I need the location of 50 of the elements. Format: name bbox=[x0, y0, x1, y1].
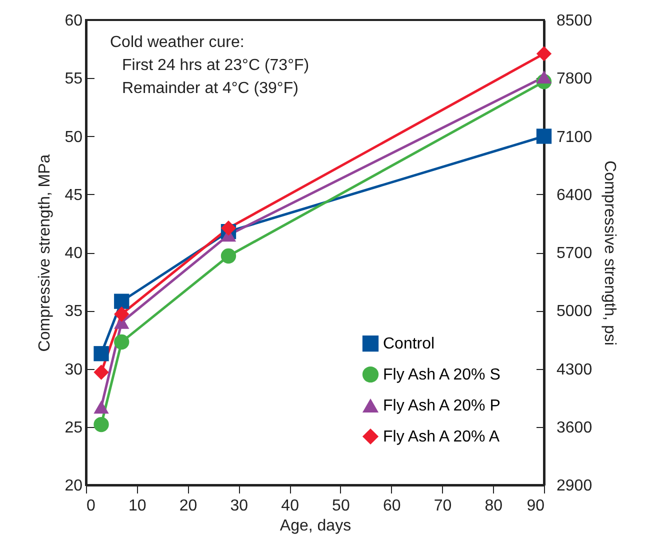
y2-tick-label: 5000 bbox=[556, 303, 592, 320]
legend-label: Fly Ash A 20% S bbox=[383, 366, 500, 384]
y2-tick-label: 3600 bbox=[556, 419, 592, 436]
point bbox=[114, 306, 130, 322]
x-tick-label: 70 bbox=[434, 498, 452, 514]
point bbox=[536, 46, 552, 62]
point bbox=[114, 294, 130, 309]
x-tick-label: 20 bbox=[179, 498, 198, 514]
y-tick-label: 25 bbox=[64, 419, 83, 436]
annotation: Cold weather cure: bbox=[110, 34, 244, 51]
y2-tick-label: 6400 bbox=[556, 186, 592, 204]
x-tick-label: 60 bbox=[382, 498, 401, 514]
point bbox=[94, 346, 109, 362]
legend-label: Fly Ash A 20% P bbox=[383, 398, 500, 414]
y2-tick-label: 5700 bbox=[556, 245, 592, 262]
point bbox=[220, 248, 236, 264]
y-tick-label: 35 bbox=[64, 303, 83, 320]
x-axis-title: Age, days bbox=[280, 518, 352, 534]
legend-label: Fly Ash A 20% A bbox=[383, 428, 500, 446]
x-tick-label: 0 bbox=[86, 498, 96, 514]
annotation: First 24 hrs at 23°C (73°F) bbox=[122, 57, 310, 74]
y2-axis-title: Compressive strength, psi bbox=[601, 160, 618, 346]
y2-tick-label: 7100 bbox=[556, 128, 592, 146]
legend-label: Control bbox=[383, 336, 435, 352]
x-tick-label: 30 bbox=[230, 498, 248, 514]
y-tick-label: 20 bbox=[64, 478, 83, 494]
y-tick-label: 50 bbox=[64, 128, 83, 146]
point bbox=[220, 220, 236, 236]
point bbox=[536, 128, 552, 144]
y2-tick-label: 8500 bbox=[556, 12, 592, 30]
x-tick-label: 50 bbox=[332, 498, 350, 514]
point bbox=[536, 70, 552, 84]
y-axis-title: Compressive strength, MPa bbox=[36, 154, 54, 352]
point bbox=[94, 364, 109, 380]
y2-tick-label: 7800 bbox=[556, 70, 592, 88]
y-tick-label: 45 bbox=[64, 186, 83, 204]
y2-tick-label: 4300 bbox=[556, 361, 592, 378]
x-tick-label: 40 bbox=[281, 498, 300, 514]
annotation: Remainder at 4°C (39°F) bbox=[122, 80, 298, 97]
point bbox=[114, 334, 130, 350]
y-tick-label: 30 bbox=[64, 361, 83, 378]
x-tick-label: 10 bbox=[128, 498, 146, 514]
y-tick-label: 60 bbox=[64, 12, 83, 30]
x-tick-label: 80 bbox=[484, 498, 503, 514]
point bbox=[94, 400, 109, 414]
y-tick-label: 55 bbox=[64, 70, 83, 88]
y-tick-label: 40 bbox=[64, 245, 83, 262]
x-tick-label: 90 bbox=[526, 498, 545, 514]
y2-tick-label: 2900 bbox=[556, 478, 592, 494]
point bbox=[94, 416, 109, 432]
